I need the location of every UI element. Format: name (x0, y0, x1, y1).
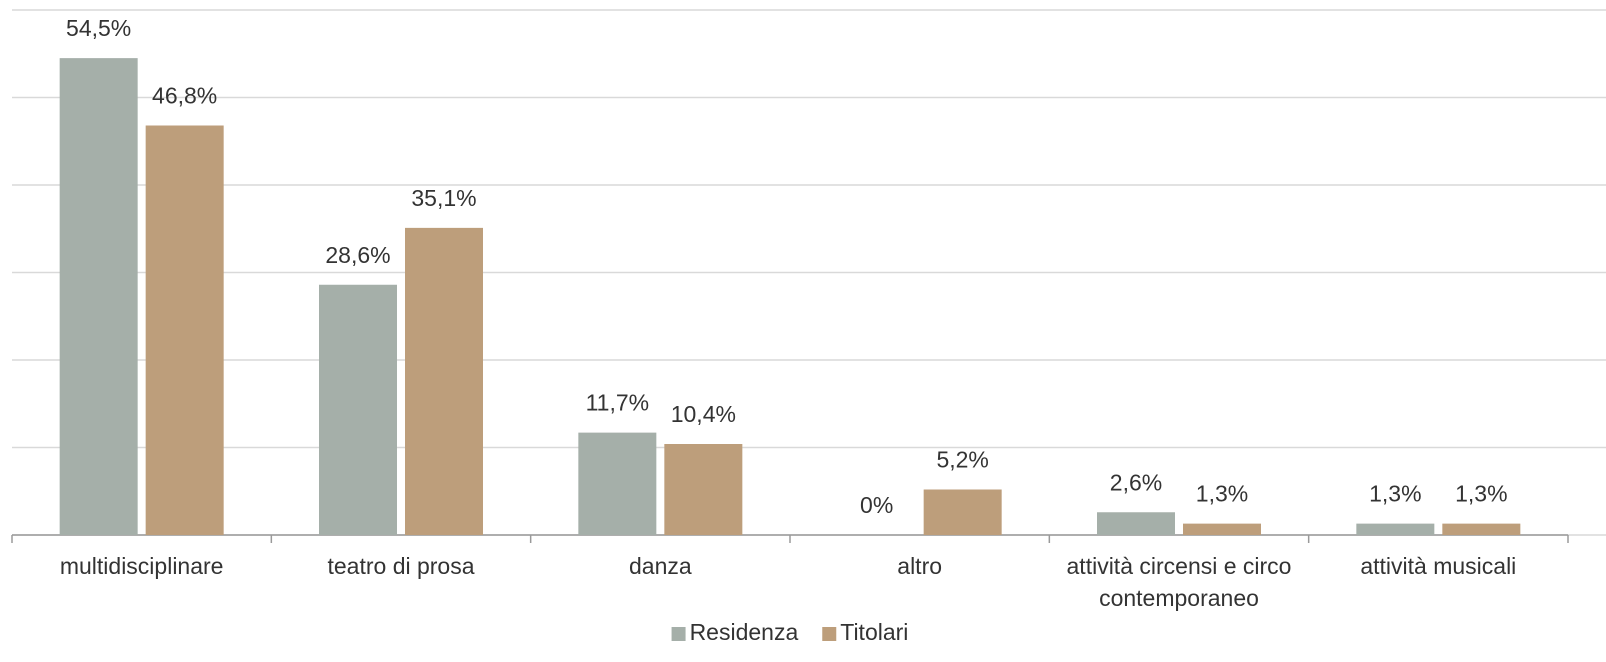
data-label: 2,6% (1110, 469, 1162, 495)
legend-swatch (671, 627, 686, 641)
x-tick-label: multidisciplinare (60, 553, 224, 579)
bar (1442, 523, 1521, 535)
data-label: 1,3% (1455, 481, 1507, 507)
x-tick-label: attività musicali (1360, 553, 1516, 579)
bar (1183, 523, 1261, 535)
data-label: 46,8% (152, 83, 217, 109)
legend-swatch (822, 627, 837, 641)
data-label: 1,3% (1196, 481, 1248, 507)
bar (319, 284, 397, 535)
data-label: 5,2% (936, 447, 988, 473)
data-label: 0% (860, 492, 893, 518)
data-label: 1,3% (1369, 481, 1421, 507)
data-label: 35,1% (411, 185, 476, 211)
x-tick-label: danza (629, 553, 692, 579)
bar (145, 125, 224, 535)
bar (1097, 512, 1175, 535)
data-label: 28,6% (325, 242, 390, 268)
legend-label: Titolari (840, 619, 908, 645)
x-tick-label: attività circensi e circo contemporaneo (1067, 553, 1292, 611)
bar (923, 489, 1002, 535)
data-label: 54,5% (66, 15, 131, 41)
bar (578, 432, 657, 535)
bar (1356, 523, 1435, 535)
data-label: 10,4% (671, 401, 736, 427)
x-tick-label: teatro di prosa (327, 553, 474, 579)
bar (664, 444, 743, 535)
data-label: 11,7% (586, 390, 650, 416)
bar (405, 227, 483, 535)
x-tick-label: altro (897, 553, 942, 579)
legend-label: Residenza (690, 619, 799, 645)
bar (59, 58, 138, 535)
